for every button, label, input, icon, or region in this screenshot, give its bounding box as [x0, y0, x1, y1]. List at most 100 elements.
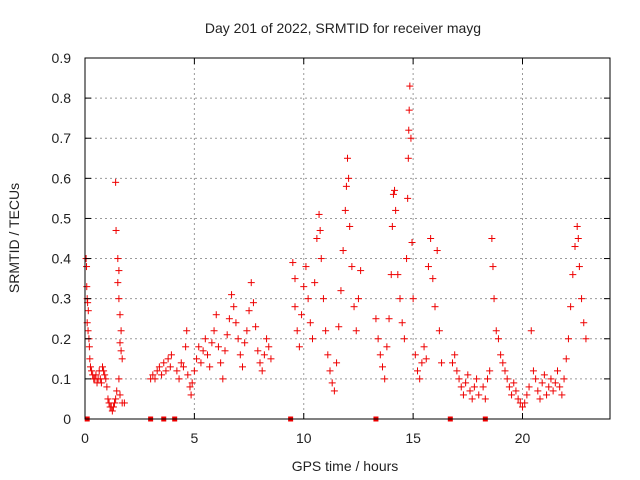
data-point [114, 255, 122, 263]
y-tick-label: 0.2 [52, 331, 72, 347]
data-point [115, 267, 123, 275]
data-point [409, 295, 417, 303]
data-point [317, 255, 325, 263]
data-point [164, 355, 172, 363]
data-point [101, 371, 109, 379]
data-point [391, 186, 399, 194]
data-point [120, 399, 128, 407]
data-point [223, 331, 231, 339]
data-point [149, 371, 157, 379]
data-point [543, 391, 551, 399]
data-point [212, 311, 220, 319]
data-point [116, 391, 124, 399]
data-point [455, 375, 463, 383]
data-point [398, 319, 406, 327]
data-point [438, 359, 446, 367]
data-point [208, 339, 216, 347]
data-point [160, 359, 168, 367]
data-point [575, 263, 583, 271]
data-point [153, 367, 161, 375]
data-point [519, 403, 526, 411]
y-tick-label: 0.5 [52, 210, 72, 226]
data-point [424, 263, 432, 271]
data-point [389, 190, 397, 198]
data-point [381, 375, 389, 383]
data-point [466, 387, 474, 395]
data-points [82, 82, 590, 422]
data-point [195, 343, 203, 351]
data-point [304, 295, 312, 303]
data-point [394, 271, 402, 279]
data-point [236, 351, 244, 359]
data-point [289, 259, 297, 267]
data-point [429, 275, 437, 283]
data-point [97, 379, 105, 387]
y-tick-label: 0.1 [52, 371, 72, 387]
data-point [206, 363, 214, 371]
data-point [344, 154, 351, 162]
data-point [84, 327, 92, 335]
data-point [204, 351, 211, 359]
data-point [525, 383, 533, 391]
data-point [350, 303, 358, 311]
data-point [108, 407, 116, 415]
data-point [197, 359, 205, 367]
data-point [468, 395, 476, 403]
data-point [449, 359, 456, 367]
data-point [86, 355, 94, 363]
data-point [481, 395, 489, 403]
data-point [187, 391, 195, 399]
data-point [529, 367, 537, 375]
data-point [337, 287, 345, 295]
data-point [228, 291, 236, 299]
data-point [404, 154, 412, 162]
data-point [514, 395, 522, 403]
data-point [219, 375, 227, 383]
data-point [102, 375, 110, 383]
data-point [104, 395, 112, 403]
data-point [532, 375, 540, 383]
data-point [505, 383, 513, 391]
x-tick-label: 10 [296, 430, 312, 446]
data-point [406, 82, 414, 90]
data-point [578, 295, 586, 303]
data-point [291, 303, 299, 311]
data-point [379, 363, 386, 371]
data-point [249, 299, 257, 307]
data-point [298, 311, 306, 319]
data-point [342, 182, 350, 190]
data-point [427, 235, 435, 242]
data-point [567, 303, 575, 311]
data-point [501, 367, 509, 375]
data-point [573, 222, 581, 230]
data-point [556, 383, 564, 391]
data-point [241, 339, 249, 347]
plot-border [84, 57, 611, 420]
data-point [92, 371, 100, 379]
data-point [256, 359, 264, 367]
data-point [309, 335, 316, 343]
data-point [411, 351, 419, 359]
data-point [392, 206, 400, 214]
data-point [186, 383, 194, 391]
data-point [554, 367, 561, 375]
data-point [243, 327, 251, 335]
data-point [201, 335, 209, 343]
data-point [300, 283, 308, 291]
data-point [116, 311, 124, 319]
data-point [431, 303, 439, 311]
data-point [326, 367, 334, 375]
data-point [549, 387, 557, 395]
data-point [354, 295, 362, 303]
data-point [459, 391, 467, 399]
data-point [225, 315, 233, 323]
y-tick-label: 0.3 [52, 291, 72, 307]
data-point [265, 343, 273, 351]
data-point [177, 359, 185, 367]
data-point [239, 363, 246, 371]
data-point [562, 355, 570, 363]
data-point [352, 327, 360, 335]
data-point [435, 327, 443, 335]
data-point [414, 367, 421, 375]
y-tick-label: 0.8 [52, 90, 72, 106]
